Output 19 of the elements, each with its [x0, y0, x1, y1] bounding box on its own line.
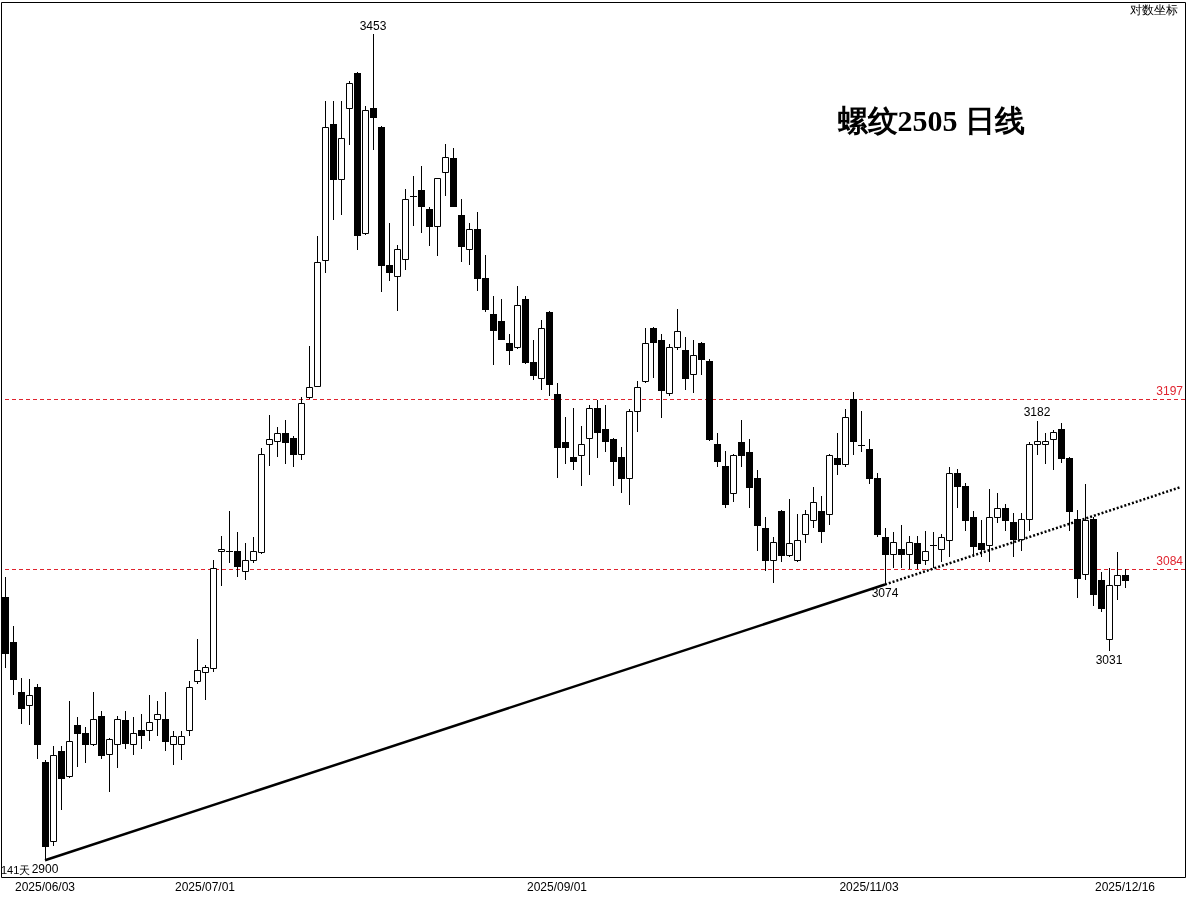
x-tick-label: 2025/07/01: [174, 880, 236, 895]
text: 螺纹2505 日线: [836, 104, 1026, 138]
annotation: 3453: [359, 18, 387, 33]
candlestick: [410, 176, 417, 226]
x-tick-label: 2025/11/03: [839, 880, 899, 895]
annotation: 3182: [1023, 405, 1051, 420]
candlestick: [858, 411, 865, 452]
ref-line-label: 3084: [1156, 553, 1184, 568]
annotation: 3031: [1095, 652, 1123, 667]
candlestick: [218, 536, 225, 586]
candlestick: [570, 408, 577, 470]
annotation: 3074: [871, 585, 899, 600]
x-tick-label: 2025/12/16: [1094, 880, 1156, 895]
x-tick-label: 2025/09/01: [526, 880, 588, 895]
annotation: 对数坐标: [1130, 3, 1178, 18]
annotation: 141天: [1, 864, 31, 877]
ref-line-label: 3197: [1156, 383, 1184, 398]
x-tick-label: 2025/06/03: [14, 880, 76, 895]
annotation: 2900: [31, 861, 59, 876]
